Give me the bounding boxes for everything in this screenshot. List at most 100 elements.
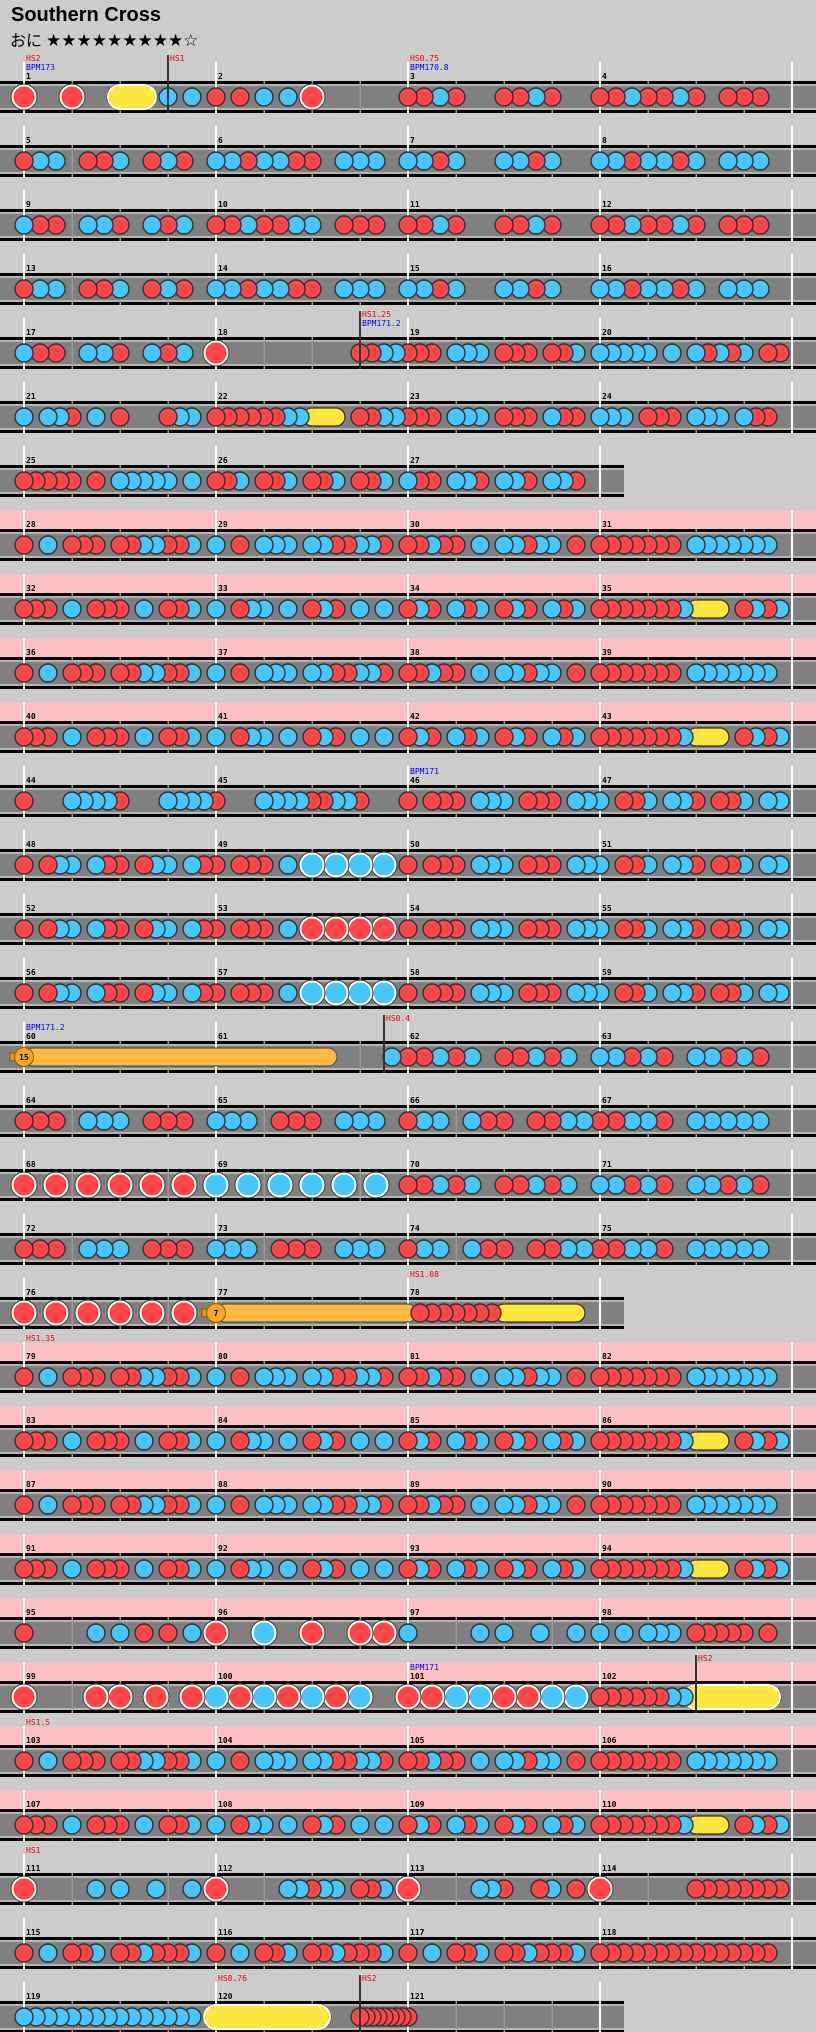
big-don-note — [274, 1683, 302, 1711]
ka-note — [182, 471, 202, 491]
bar-line — [791, 1086, 793, 1137]
don-note — [526, 1111, 546, 1131]
measure-number: 87 — [26, 1480, 36, 1489]
ka-note — [662, 919, 682, 939]
ka-note — [334, 279, 354, 299]
balloon-head — [205, 1302, 227, 1324]
don-note — [422, 983, 442, 1003]
ka-note — [702, 1239, 722, 1259]
tempo-scroll-marker: HS1 — [167, 54, 185, 113]
don-note — [158, 599, 178, 619]
don-note — [302, 1559, 322, 1579]
measure-number: 43 — [602, 712, 612, 721]
don-note — [542, 1111, 562, 1131]
ka-note — [494, 1495, 514, 1515]
ka-note — [78, 1239, 98, 1259]
ka-note — [494, 279, 514, 299]
beat-line — [551, 1617, 553, 1649]
ka-note — [278, 855, 298, 875]
big-ka-note — [298, 1683, 326, 1711]
don-note — [422, 919, 442, 939]
don-note — [206, 215, 226, 235]
measure-number: 6 — [218, 136, 223, 145]
big-don-note — [490, 1683, 518, 1711]
big-don-note — [322, 915, 350, 943]
ka-note — [470, 535, 490, 555]
bar-line — [791, 190, 793, 241]
big-don-note — [170, 1171, 198, 1199]
don-note — [566, 1751, 586, 1771]
ka-note — [494, 1367, 514, 1387]
don-note — [230, 1815, 250, 1835]
ka-note — [14, 343, 34, 363]
big-drumroll-note — [106, 83, 158, 111]
measure-number: 28 — [26, 520, 36, 529]
ka-note — [278, 1815, 298, 1835]
big-ka-note — [234, 1171, 262, 1199]
bar-line — [791, 1342, 793, 1393]
don-note — [30, 343, 50, 363]
measure-number: 1 — [26, 72, 31, 81]
don-note — [398, 1175, 418, 1195]
bar-line — [599, 1278, 601, 1329]
ka-note — [206, 1815, 226, 1835]
big-don-note — [138, 1171, 166, 1199]
ka-note — [278, 983, 298, 1003]
beat-line — [647, 1873, 649, 1905]
big-don-note — [298, 1619, 326, 1647]
measure-number: 54 — [410, 904, 420, 913]
ka-note — [414, 1239, 434, 1259]
bar-line — [791, 1662, 793, 1713]
don-note — [46, 1239, 66, 1259]
ka-note — [206, 1495, 226, 1515]
measure-number: 50 — [410, 840, 420, 849]
song-title: Southern Cross — [11, 4, 162, 26]
measure-number: 75 — [602, 1224, 612, 1233]
don-note — [590, 1367, 610, 1387]
ka-note — [638, 1111, 658, 1131]
don-note — [590, 663, 610, 683]
don-note — [302, 1239, 322, 1259]
measure-number: 53 — [218, 904, 228, 913]
don-note — [286, 279, 306, 299]
don-note — [14, 471, 34, 491]
ka-note — [542, 1815, 562, 1835]
don-note — [398, 1239, 418, 1259]
measure-number: 21 — [26, 392, 36, 401]
ka-note — [86, 919, 106, 939]
don-note — [46, 215, 66, 235]
don-note — [158, 727, 178, 747]
tempo-scroll-marker: HS1 — [26, 1846, 41, 1855]
measure-number: 17 — [26, 328, 36, 337]
bar-line — [791, 574, 793, 625]
ka-note — [182, 1879, 202, 1899]
don-note — [654, 87, 674, 107]
don-note — [590, 1559, 610, 1579]
big-don-note — [10, 1683, 38, 1711]
measure-number: 20 — [602, 328, 612, 337]
ka-note — [430, 87, 450, 107]
ka-note — [494, 151, 514, 171]
ka-note — [622, 87, 642, 107]
don-note — [622, 1175, 642, 1195]
ka-note — [38, 535, 58, 555]
beat-line — [71, 1617, 73, 1649]
don-note — [230, 1367, 250, 1387]
ka-note — [430, 1175, 450, 1195]
big-ka-note — [322, 851, 350, 879]
big-don-note — [42, 1171, 70, 1199]
marker-line — [359, 1975, 361, 2032]
don-note — [14, 791, 34, 811]
ka-note — [134, 727, 154, 747]
ka-note — [182, 855, 202, 875]
don-note — [270, 1111, 290, 1131]
tempo-scroll-marker: HS1.5 — [26, 1718, 50, 1727]
ka-note — [86, 1623, 106, 1643]
big-ka-note — [362, 1171, 390, 1199]
don-note — [638, 87, 658, 107]
don-note — [734, 727, 754, 747]
big-don-note — [82, 1683, 110, 1711]
bar-line — [599, 446, 601, 497]
